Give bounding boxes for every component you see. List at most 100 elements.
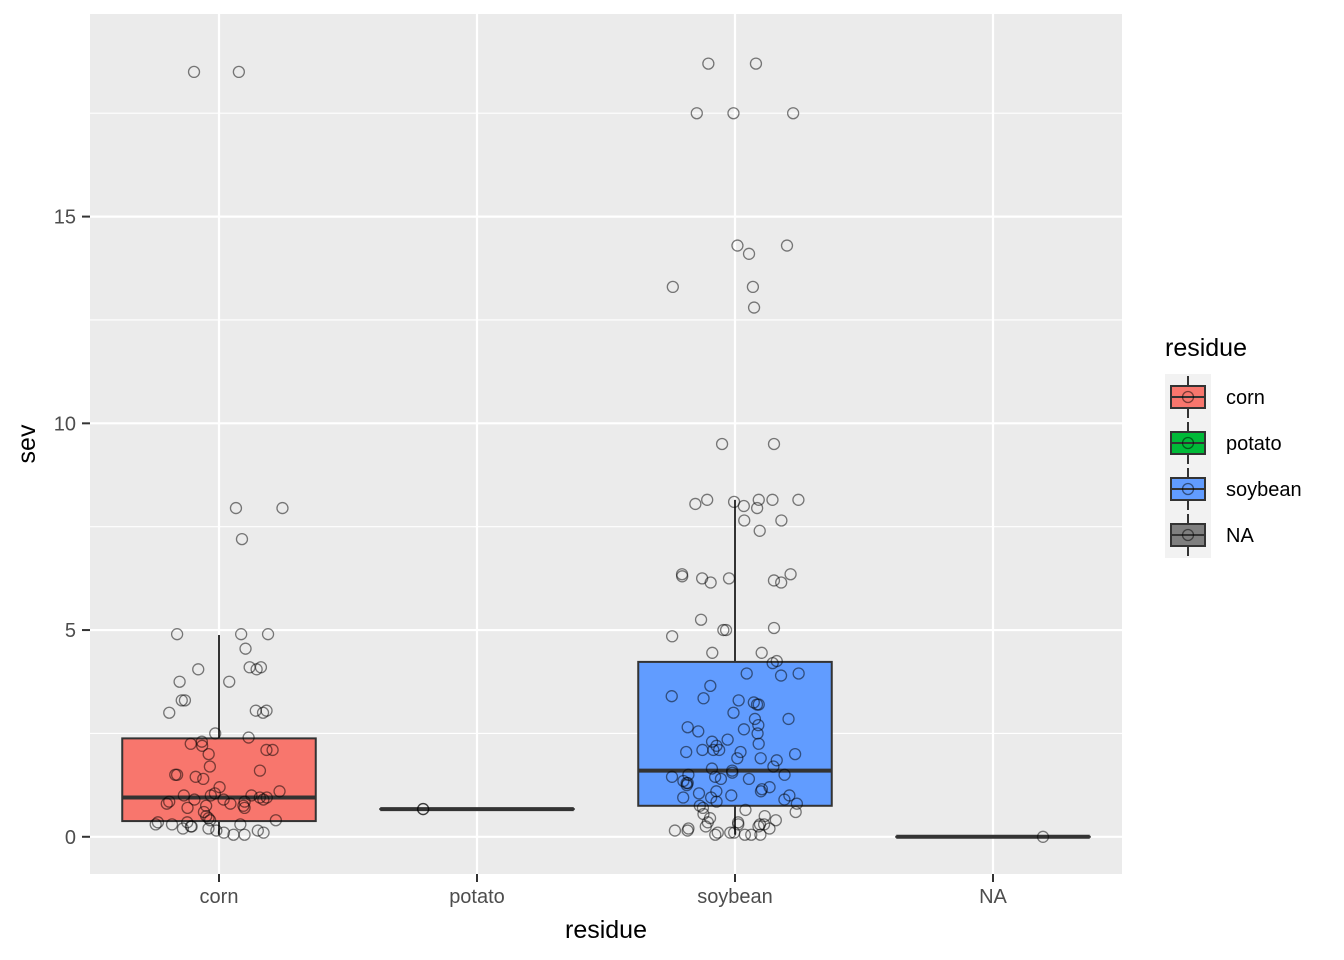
data-point — [742, 772, 756, 786]
data-point — [266, 743, 279, 757]
data-point — [737, 499, 750, 513]
data-point — [269, 814, 282, 827]
data-point — [750, 698, 764, 711]
data-point — [217, 826, 231, 839]
data-point — [767, 574, 781, 587]
data-point — [745, 828, 758, 841]
data-point — [719, 623, 733, 637]
data-point — [766, 656, 779, 670]
data-point — [749, 57, 763, 70]
data-point — [234, 818, 247, 831]
data-point — [775, 576, 788, 589]
data-point — [747, 301, 761, 314]
data-point — [767, 760, 780, 773]
data-point — [163, 795, 176, 808]
data-point — [708, 770, 722, 783]
data-point — [189, 770, 202, 783]
data-point — [689, 497, 702, 511]
data-point — [184, 820, 198, 833]
data-point — [235, 532, 249, 546]
data-point — [204, 789, 217, 802]
data-point — [181, 816, 194, 829]
data-point — [770, 754, 783, 767]
data-point — [789, 805, 802, 819]
x-tick-label: soybean — [697, 886, 773, 908]
data-point — [202, 812, 215, 825]
box-body — [637, 660, 833, 807]
data-point — [202, 822, 215, 835]
data-point — [721, 733, 734, 746]
data-point — [784, 568, 797, 581]
data-point — [232, 65, 246, 79]
data-point — [273, 785, 286, 798]
data-point — [149, 818, 162, 831]
box-soybean — [637, 499, 833, 835]
data-point — [709, 828, 722, 841]
data-point — [769, 814, 782, 827]
data-point — [726, 766, 739, 779]
data-point — [704, 679, 717, 693]
data-point — [250, 663, 263, 676]
data-point — [210, 824, 223, 837]
data-point — [261, 628, 275, 641]
x-axis-title: residue — [565, 916, 647, 944]
data-point — [738, 828, 752, 841]
legend-key-point — [1181, 390, 1195, 404]
data-point — [715, 437, 729, 451]
data-point — [724, 826, 737, 839]
legend-title: residue — [1165, 334, 1247, 362]
data-point — [197, 772, 210, 786]
data-point — [752, 737, 765, 750]
data-point — [253, 764, 267, 777]
data-point — [676, 570, 689, 583]
legend-label: corn — [1226, 387, 1265, 409]
y-tick-label: 0 — [65, 827, 76, 849]
data-point — [163, 706, 176, 719]
x-tick-label: corn — [200, 886, 239, 908]
data-point — [702, 57, 715, 70]
data-point — [722, 572, 736, 585]
y-tick-label: 5 — [65, 620, 76, 642]
data-point — [203, 814, 217, 827]
data-point — [705, 735, 719, 748]
data-point — [178, 694, 192, 707]
legend-item-potato: potato — [1165, 420, 1282, 466]
data-point — [203, 760, 217, 773]
x-axis: corn potato soybean NA — [200, 874, 1008, 908]
data-point — [251, 824, 264, 837]
legend-key-point — [1181, 528, 1195, 542]
y-tick-label: 15 — [54, 207, 76, 229]
data-point — [780, 239, 794, 252]
data-point — [788, 747, 802, 761]
data-point — [665, 630, 679, 643]
data-point — [752, 719, 765, 732]
data-point — [170, 628, 184, 641]
y-axis-title: sev — [13, 424, 41, 463]
data-point — [725, 789, 738, 802]
data-point — [767, 621, 781, 635]
data-point — [165, 818, 179, 831]
data-point — [754, 785, 768, 798]
data-point — [767, 437, 781, 451]
data-point — [213, 781, 226, 794]
data-point — [257, 793, 270, 806]
data-point — [187, 65, 201, 79]
data-point — [237, 799, 250, 812]
data-point — [714, 772, 728, 786]
data-point — [151, 816, 165, 829]
data-point — [792, 493, 805, 506]
data-point — [229, 501, 243, 515]
data-point — [224, 797, 237, 810]
data-point — [786, 107, 800, 120]
data-point — [217, 793, 230, 806]
data-point — [754, 828, 767, 841]
data-point — [665, 770, 679, 783]
data-point — [680, 778, 693, 792]
data-point — [734, 745, 747, 759]
data-point — [169, 768, 182, 781]
data-point — [737, 723, 751, 736]
data-point — [752, 493, 765, 506]
data-point — [696, 801, 710, 814]
data-point — [706, 646, 719, 659]
legend: residue corn potato soybean NA — [1165, 334, 1302, 558]
